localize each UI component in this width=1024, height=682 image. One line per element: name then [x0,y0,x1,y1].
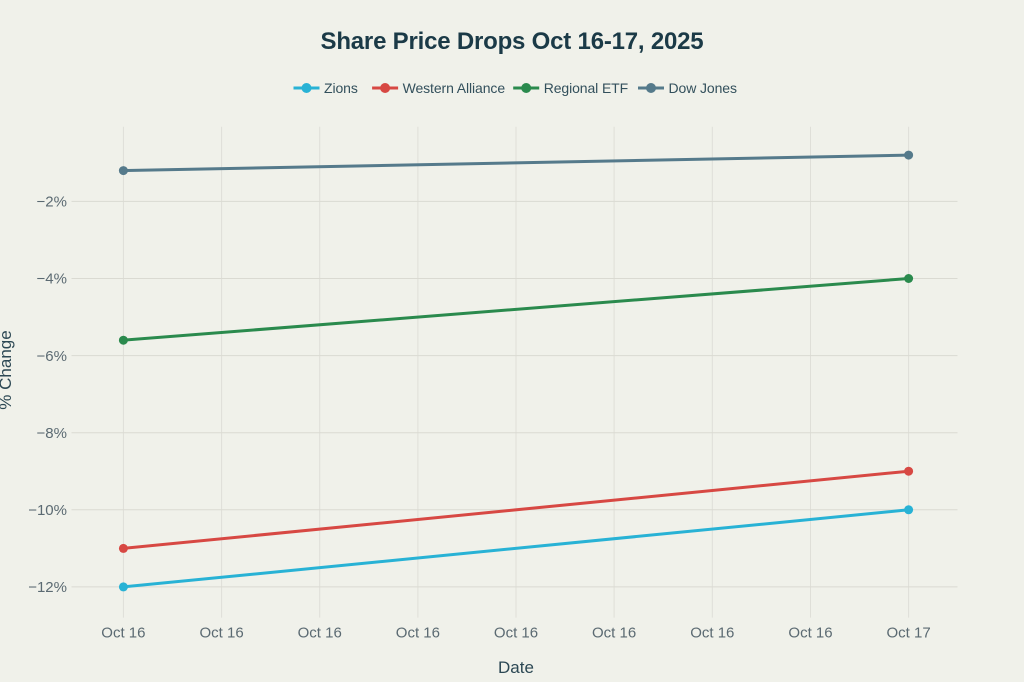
svg-text:Zions: Zions [324,80,358,96]
svg-text:−6%: −6% [37,348,67,365]
svg-text:Oct 16: Oct 16 [788,625,832,642]
svg-text:Dow Jones: Dow Jones [669,80,737,96]
svg-text:Oct 16: Oct 16 [101,625,145,642]
svg-text:Regional ETF: Regional ETF [544,80,628,96]
svg-text:% Change: % Change [0,330,15,409]
svg-text:Oct 16: Oct 16 [396,625,440,642]
svg-text:−4%: −4% [37,271,67,288]
svg-text:Oct 16: Oct 16 [298,625,342,642]
svg-text:Oct 16: Oct 16 [200,625,244,642]
svg-text:Oct 17: Oct 17 [887,625,931,642]
svg-text:Oct 16: Oct 16 [592,625,636,642]
svg-text:Share Price Drops Oct 16-17, 2: Share Price Drops Oct 16-17, 2025 [321,28,704,55]
svg-text:Oct 16: Oct 16 [690,625,734,642]
svg-text:Date: Date [498,658,534,677]
svg-text:−12%: −12% [28,579,67,596]
svg-text:−10%: −10% [28,502,67,519]
svg-text:−2%: −2% [37,194,67,211]
svg-text:Oct 16: Oct 16 [494,625,538,642]
svg-text:Western Alliance: Western Alliance [403,80,506,96]
svg-text:−8%: −8% [37,425,67,442]
